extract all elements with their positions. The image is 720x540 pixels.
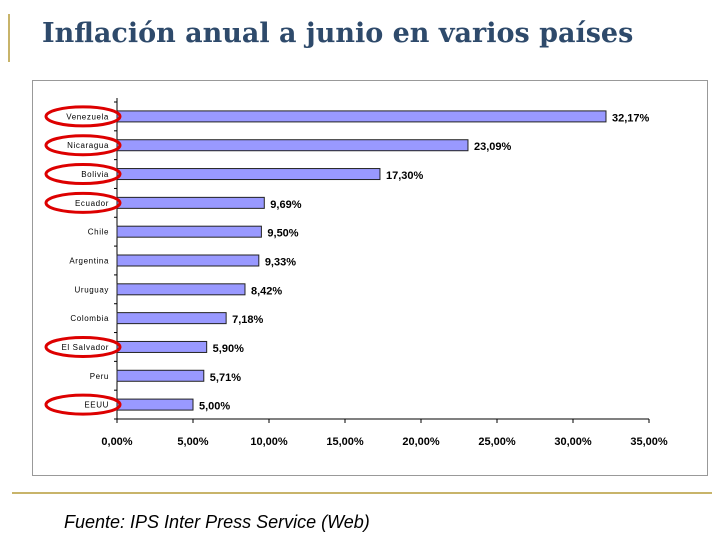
category-label: Ecuador bbox=[75, 199, 109, 208]
data-label: 17,30% bbox=[386, 170, 424, 182]
category-label: Uruguay bbox=[75, 285, 109, 294]
bar bbox=[116, 139, 469, 152]
bar bbox=[116, 168, 381, 181]
data-label: 7,18% bbox=[232, 314, 263, 326]
category-label: Argentina bbox=[69, 257, 109, 266]
x-tick-label: 30,00% bbox=[554, 436, 592, 448]
slide-title: Inflación anual a junio en varios países bbox=[42, 18, 634, 49]
bar-chart: 0,00% 5,00% 10,00% 15,00% 20,00% 25,00% 30,00%… bbox=[44, 98, 668, 448]
data-label: 9,69% bbox=[270, 199, 301, 211]
bar bbox=[116, 340, 208, 353]
highlight-ellipse bbox=[44, 335, 122, 358]
title-accent-bar bbox=[8, 14, 10, 62]
category-label: Chile bbox=[88, 228, 109, 237]
x-tick-label: 15,00% bbox=[326, 436, 364, 448]
data-label: 5,00% bbox=[199, 401, 230, 413]
data-label: 5,90% bbox=[213, 343, 244, 355]
category-label: Colombia bbox=[70, 314, 109, 323]
category-label: Nicaragua bbox=[67, 141, 109, 150]
category-label: Bolivia bbox=[81, 170, 109, 179]
data-label: 8,42% bbox=[251, 285, 282, 297]
highlight-ellipse bbox=[44, 393, 122, 416]
category-label: El Salvador bbox=[61, 343, 109, 352]
highlight-ellipse bbox=[44, 134, 122, 157]
category-label: Venezuela bbox=[66, 112, 109, 121]
data-label: 9,33% bbox=[265, 257, 296, 269]
x-tick-label: 25,00% bbox=[478, 436, 516, 448]
category-label: EEUU bbox=[84, 401, 109, 410]
bar bbox=[116, 225, 262, 238]
bar bbox=[116, 398, 194, 411]
x-tick-label: 35,00% bbox=[630, 436, 668, 448]
bar bbox=[116, 196, 265, 209]
data-label: 23,09% bbox=[474, 141, 512, 153]
x-tick-label: 10,00% bbox=[250, 436, 288, 448]
category-label: Peru bbox=[90, 372, 109, 381]
data-label: 5,71% bbox=[210, 372, 241, 384]
footer-rule bbox=[12, 492, 712, 494]
highlight-ellipse bbox=[44, 163, 122, 186]
bar bbox=[116, 110, 607, 123]
bar bbox=[116, 312, 227, 325]
x-tick-label: 5,00% bbox=[177, 436, 208, 448]
source-note: Fuente: IPS Inter Press Service (Web) bbox=[64, 512, 370, 532]
bar bbox=[116, 369, 205, 382]
data-label: 9,50% bbox=[267, 228, 298, 240]
data-label: 32,17% bbox=[612, 112, 650, 124]
bar bbox=[116, 254, 260, 267]
x-tick-label: 20,00% bbox=[402, 436, 440, 448]
bar bbox=[116, 283, 246, 296]
highlight-ellipse bbox=[44, 105, 122, 128]
highlight-ellipse bbox=[44, 191, 122, 214]
x-tick-label: 0,00% bbox=[101, 436, 132, 448]
